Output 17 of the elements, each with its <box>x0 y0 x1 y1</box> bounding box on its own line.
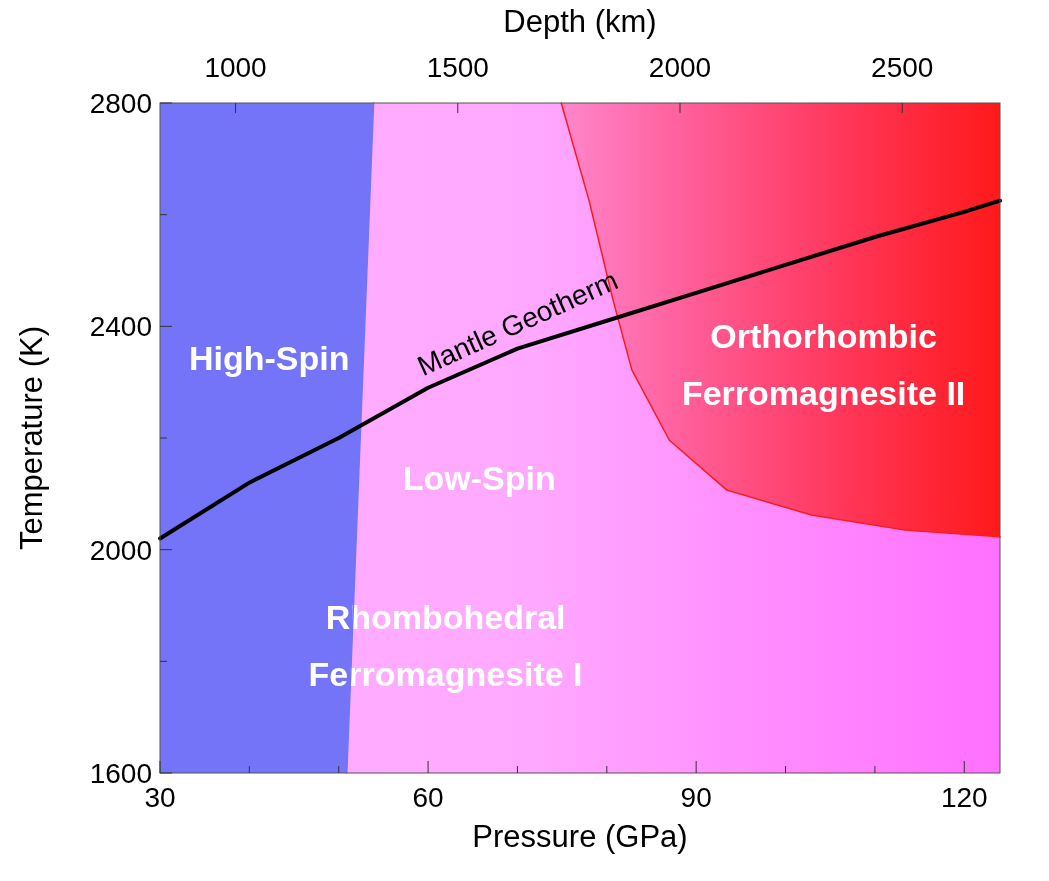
annotation: High-Spin <box>188 338 350 377</box>
x2-tick-label: 1500 <box>426 52 489 83</box>
annotation: Low-Spin <box>402 459 556 498</box>
x2-axis-title: Depth (km) <box>503 4 657 39</box>
x2-tick-label: 2000 <box>648 52 712 83</box>
x2-tick-label: 1000 <box>204 52 267 83</box>
y-axis-title: Temperature (K) <box>14 326 49 550</box>
line-series <box>158 198 1002 541</box>
y-tick-label: 2000 <box>89 534 152 566</box>
annotation: Orthorhombic Ferromagnesite II <box>681 316 966 412</box>
y-tick-label: 2400 <box>89 311 152 343</box>
x-tick-label: 120 <box>940 782 988 813</box>
y-tick-label: 2800 <box>89 88 152 119</box>
x-tick-label: 90 <box>680 782 712 813</box>
x-axis-title: Pressure (GPa) <box>472 819 688 854</box>
x2-tick-label: 2500 <box>871 52 934 83</box>
x-tick-label: 60 <box>412 782 444 813</box>
